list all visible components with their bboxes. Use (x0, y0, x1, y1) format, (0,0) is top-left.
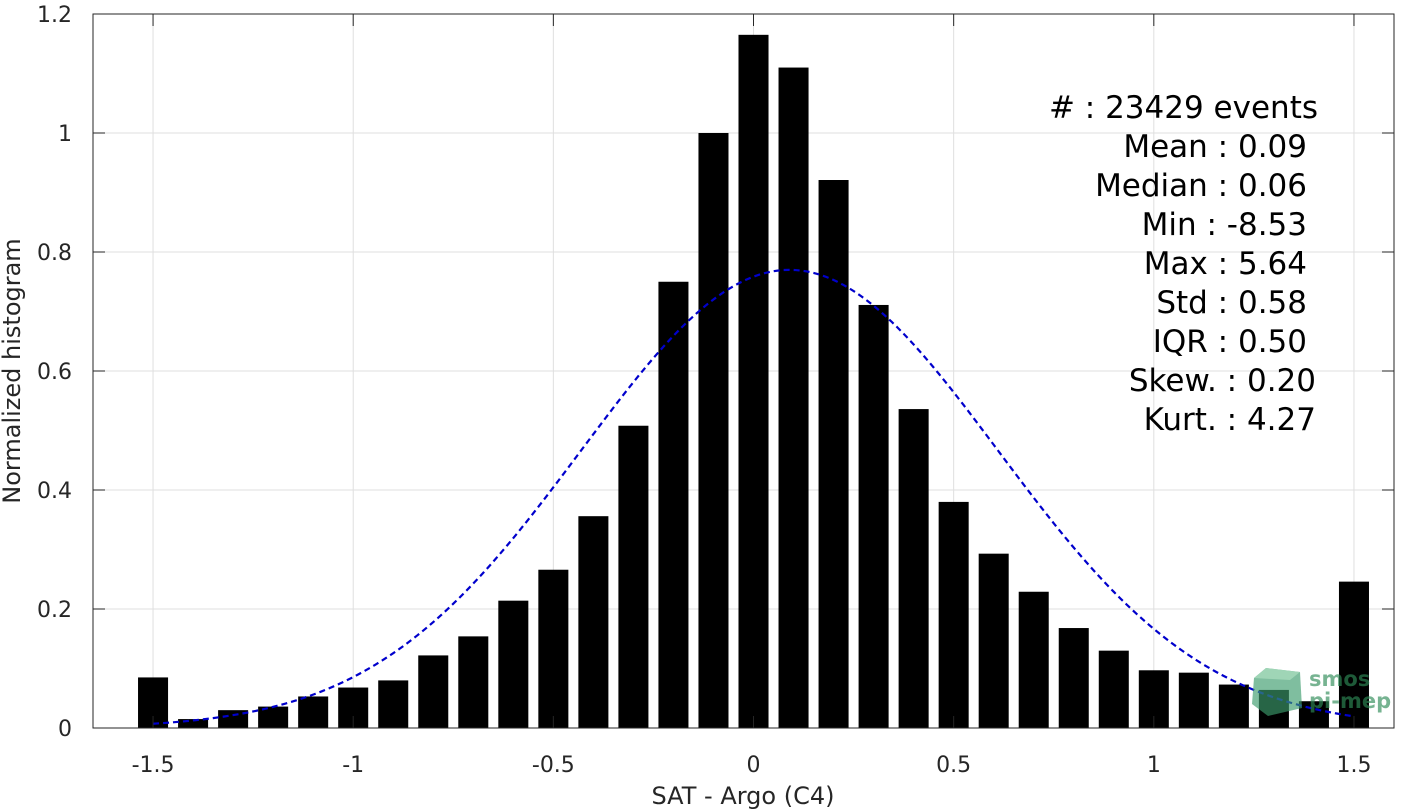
histogram-bar (258, 706, 289, 728)
x-tick-labels: -1.5 -1 -0.5 0 0.5 1 1.5 (132, 753, 1372, 778)
x-tick-label: 1.5 (1336, 753, 1371, 778)
histogram-bar (458, 636, 489, 728)
histogram-bar (298, 696, 329, 728)
histogram-bar (218, 710, 249, 728)
x-tick-label: -1 (342, 753, 364, 778)
bars (138, 34, 1369, 729)
histogram-bar (178, 719, 209, 728)
stats-annotation: # : 23429 events Mean : 0.09 Median : 0.… (1049, 90, 1318, 438)
stat-kurt: Kurt. : 4.27 (1144, 402, 1316, 438)
stat-iqr: IQR : 0.50 (1153, 324, 1307, 360)
histogram-bar (738, 34, 769, 728)
logo-text-pimep: pi-mep (1309, 689, 1391, 713)
histogram-bar (658, 281, 689, 728)
stat-median: Median : 0.06 (1095, 168, 1307, 204)
histogram-bar (1218, 684, 1249, 728)
x-axis-label: SAT - Argo (C4) (652, 782, 835, 810)
logo-text-smos: smos (1309, 667, 1370, 691)
x-tick-label: -1.5 (132, 753, 175, 778)
histogram-bar (618, 425, 649, 728)
y-tick-label: 1 (58, 122, 72, 147)
y-tick-label: 0 (58, 717, 72, 742)
x-tick-label: -0.5 (532, 753, 575, 778)
stat-max: Max : 5.64 (1144, 246, 1307, 282)
y-axis-label: Normalized histogram (0, 238, 26, 503)
y-tick-label: 0.4 (37, 479, 72, 504)
y-tick-label: 0.6 (37, 360, 72, 385)
histogram-bar (938, 501, 969, 728)
histogram-bar (1178, 672, 1209, 728)
tick-marks (93, 13, 1394, 729)
histogram-bar (418, 655, 449, 728)
x-tick-label: 1 (1147, 753, 1161, 778)
histogram-bar (378, 680, 409, 728)
histogram-bar (698, 133, 729, 728)
x-tick-label: 0.5 (936, 753, 971, 778)
histogram-bar (818, 180, 849, 728)
histogram-bar (498, 600, 529, 728)
y-tick-labels: 0 0.2 0.4 0.6 0.8 1 1.2 (37, 3, 72, 742)
histogram-bar (778, 67, 809, 729)
stat-min: Min : -8.53 (1142, 207, 1307, 243)
stat-skew: Skew. : 0.20 (1129, 363, 1316, 399)
smos-pimep-logo: smos pi-mep (1252, 667, 1391, 716)
x-tick-label: 0 (747, 753, 761, 778)
stat-events: # : 23429 events (1049, 90, 1318, 126)
histogram-bar (978, 553, 1009, 728)
stat-mean: Mean : 0.09 (1123, 129, 1307, 165)
y-tick-label: 0.2 (37, 598, 72, 623)
histogram-bar (1018, 591, 1049, 728)
histogram-bar (1298, 701, 1329, 728)
logo-cube-icon (1252, 668, 1302, 716)
y-tick-label: 0.8 (37, 241, 72, 266)
histogram-bar (1058, 628, 1089, 728)
histogram-bar (1338, 581, 1369, 728)
histogram-bar (538, 569, 569, 728)
histogram-bar (578, 516, 609, 728)
stat-std: Std : 0.58 (1156, 285, 1307, 321)
histogram-bar (898, 409, 929, 728)
y-tick-label: 1.2 (37, 3, 72, 28)
histogram-bar (858, 304, 889, 728)
histogram-bar (1098, 650, 1129, 728)
